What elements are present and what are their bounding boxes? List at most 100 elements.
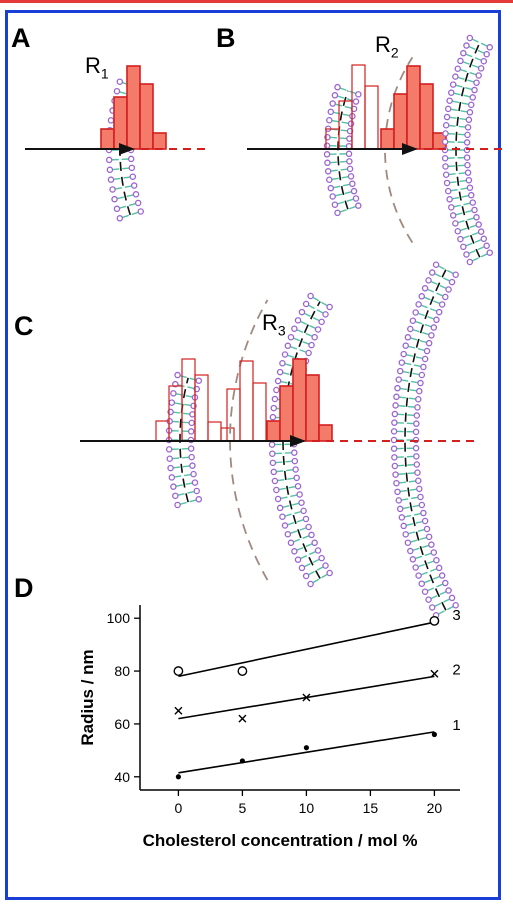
lipid-head	[400, 350, 407, 358]
lipid-head	[174, 371, 181, 379]
lipid-head	[421, 588, 429, 595]
lipid-head	[352, 195, 360, 202]
lipid-head	[308, 341, 315, 349]
lipid-head	[463, 42, 470, 49]
radius-label-r1-sub: 1	[100, 65, 109, 82]
lipid-head	[435, 564, 443, 572]
guide-arc-r2	[384, 56, 414, 244]
lipid-head	[413, 453, 420, 460]
lipid-head	[463, 154, 471, 161]
lipid-head	[452, 602, 459, 609]
lipid-head	[395, 376, 403, 383]
x-tick-label: 15	[363, 800, 379, 816]
bilayer-midline	[404, 269, 447, 611]
lipid-head	[392, 471, 399, 478]
lipid-head	[466, 258, 474, 266]
lipid-head	[473, 214, 480, 221]
lipid-head	[172, 492, 179, 500]
lipid-head	[464, 124, 472, 131]
lipid-head	[463, 251, 470, 258]
lipid-head	[291, 325, 298, 332]
series-label: 3	[452, 607, 460, 624]
series-1: 1	[175, 717, 461, 780]
lipid-head	[276, 368, 284, 376]
lipid-head	[414, 469, 421, 476]
lipid-head	[425, 533, 433, 541]
radius-label-r3-main: R	[262, 310, 278, 335]
lipid-head	[460, 243, 467, 251]
lipid-head	[129, 173, 137, 180]
lipid-head	[323, 151, 331, 158]
lipid-head	[269, 450, 276, 457]
membrane-c3	[390, 261, 459, 619]
lipid-head	[463, 139, 471, 146]
lipid-head	[279, 513, 286, 520]
lipid-head	[346, 165, 354, 173]
lipid-head	[314, 547, 322, 554]
series-3: 3	[173, 607, 461, 678]
lipid-head	[428, 269, 436, 276]
lipid-head	[407, 547, 414, 555]
lipid-head	[281, 351, 289, 358]
cross-stroke	[302, 693, 311, 702]
guide-arc-c	[229, 299, 269, 581]
lipid-head	[109, 186, 116, 193]
data-point	[175, 774, 181, 780]
lipid-head	[347, 173, 355, 180]
lipid-head	[469, 94, 477, 101]
lipid-head	[443, 113, 451, 121]
lipid-head	[425, 277, 432, 284]
lipid-head	[428, 541, 435, 548]
lipid-head	[331, 92, 339, 99]
lipid-head	[442, 171, 450, 178]
lipid-head	[329, 100, 336, 107]
lipid-head	[446, 196, 453, 203]
y-tick-label: 80	[114, 663, 130, 679]
lipid-head	[444, 187, 452, 195]
lipid-head	[415, 477, 422, 485]
lipid-head	[302, 572, 310, 580]
lipid-head	[400, 522, 407, 530]
lipid-head	[311, 333, 318, 341]
radius-label-r2-main: R	[375, 32, 391, 57]
lipid-head	[433, 316, 440, 324]
lipid-head	[442, 130, 449, 137]
lipid-head	[452, 73, 459, 80]
lipid-head	[314, 326, 322, 333]
lipid-head	[346, 127, 354, 135]
lipid-head	[412, 444, 420, 452]
lipid-head	[350, 187, 358, 195]
lipid-head	[326, 303, 333, 311]
lipid-head	[322, 311, 329, 318]
x-tick-label: 10	[299, 800, 315, 816]
lipid-head	[428, 604, 436, 611]
lipid-head	[298, 308, 306, 316]
lipid-head	[417, 379, 424, 387]
membrane-b1	[323, 83, 362, 217]
lipid-head	[331, 201, 339, 208]
lipid-head	[391, 419, 398, 426]
lipid-head	[113, 87, 121, 95]
lipid-head	[413, 412, 421, 419]
lipid-head	[165, 446, 173, 453]
lipid-head	[193, 487, 200, 495]
lipid-head	[443, 179, 451, 187]
lipid-head	[396, 367, 404, 375]
lipid-head	[466, 109, 474, 116]
lipid-head	[449, 81, 457, 88]
lipid-head	[195, 496, 203, 503]
lipid-head	[106, 166, 114, 174]
data-point	[174, 706, 183, 715]
lipid-head	[466, 184, 474, 191]
lipid-head	[302, 300, 310, 308]
lipid-head	[395, 497, 403, 504]
lipid-head	[433, 556, 440, 564]
lipid-head	[465, 176, 473, 184]
lipid-head	[187, 428, 195, 435]
data-point	[431, 731, 437, 738]
cross-stroke	[174, 706, 183, 715]
lipid-head	[322, 562, 329, 569]
lipid-head	[113, 205, 121, 213]
lipid-head	[464, 131, 471, 139]
